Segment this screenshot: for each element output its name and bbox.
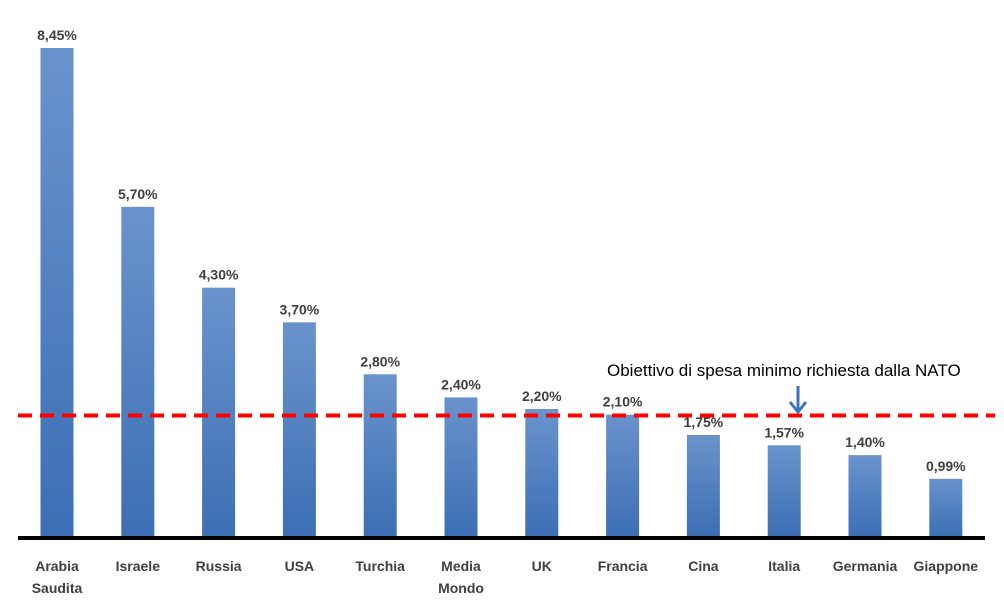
category-label: Germania <box>833 558 898 574</box>
data-label: 1,57% <box>764 424 804 440</box>
bar <box>202 287 236 536</box>
bar <box>606 414 640 536</box>
data-label: 1,40% <box>845 434 885 450</box>
category-label: Turchia <box>355 558 405 574</box>
bar <box>363 374 397 536</box>
category-label: Russia <box>196 558 242 574</box>
category-label: Francia <box>598 558 648 574</box>
category-label: Mondo <box>438 580 484 596</box>
category-label: Cina <box>688 558 719 574</box>
category-label: Israele <box>116 558 161 574</box>
data-label: 4,30% <box>199 267 239 283</box>
data-label: 2,10% <box>603 394 643 410</box>
data-label: 2,20% <box>522 388 562 404</box>
bar <box>282 322 316 536</box>
bar <box>121 206 155 536</box>
bar <box>686 434 720 536</box>
bar <box>929 478 963 536</box>
data-label: 3,70% <box>280 301 320 317</box>
bar <box>40 48 74 536</box>
data-label: 2,40% <box>441 376 481 392</box>
bar <box>767 445 801 536</box>
data-label: 1,75% <box>684 414 724 430</box>
arrow-down-icon <box>788 386 808 415</box>
bar <box>848 455 882 536</box>
data-label: 8,45% <box>37 27 77 43</box>
nato-target-annotation: Obiettivo di spesa minimo richiesta dall… <box>607 361 961 380</box>
category-label: Media <box>441 558 481 574</box>
bar <box>525 408 559 536</box>
data-label: 0,99% <box>926 458 966 474</box>
data-label: 5,70% <box>118 186 158 202</box>
category-label: UK <box>532 558 552 574</box>
bar <box>444 397 478 536</box>
data-label: 2,80% <box>360 353 400 369</box>
category-label: Arabia <box>35 558 79 574</box>
category-label: USA <box>285 558 315 574</box>
category-label: Saudita <box>32 580 83 596</box>
category-label: Italia <box>768 558 800 574</box>
category-label: Giappone <box>914 558 979 574</box>
